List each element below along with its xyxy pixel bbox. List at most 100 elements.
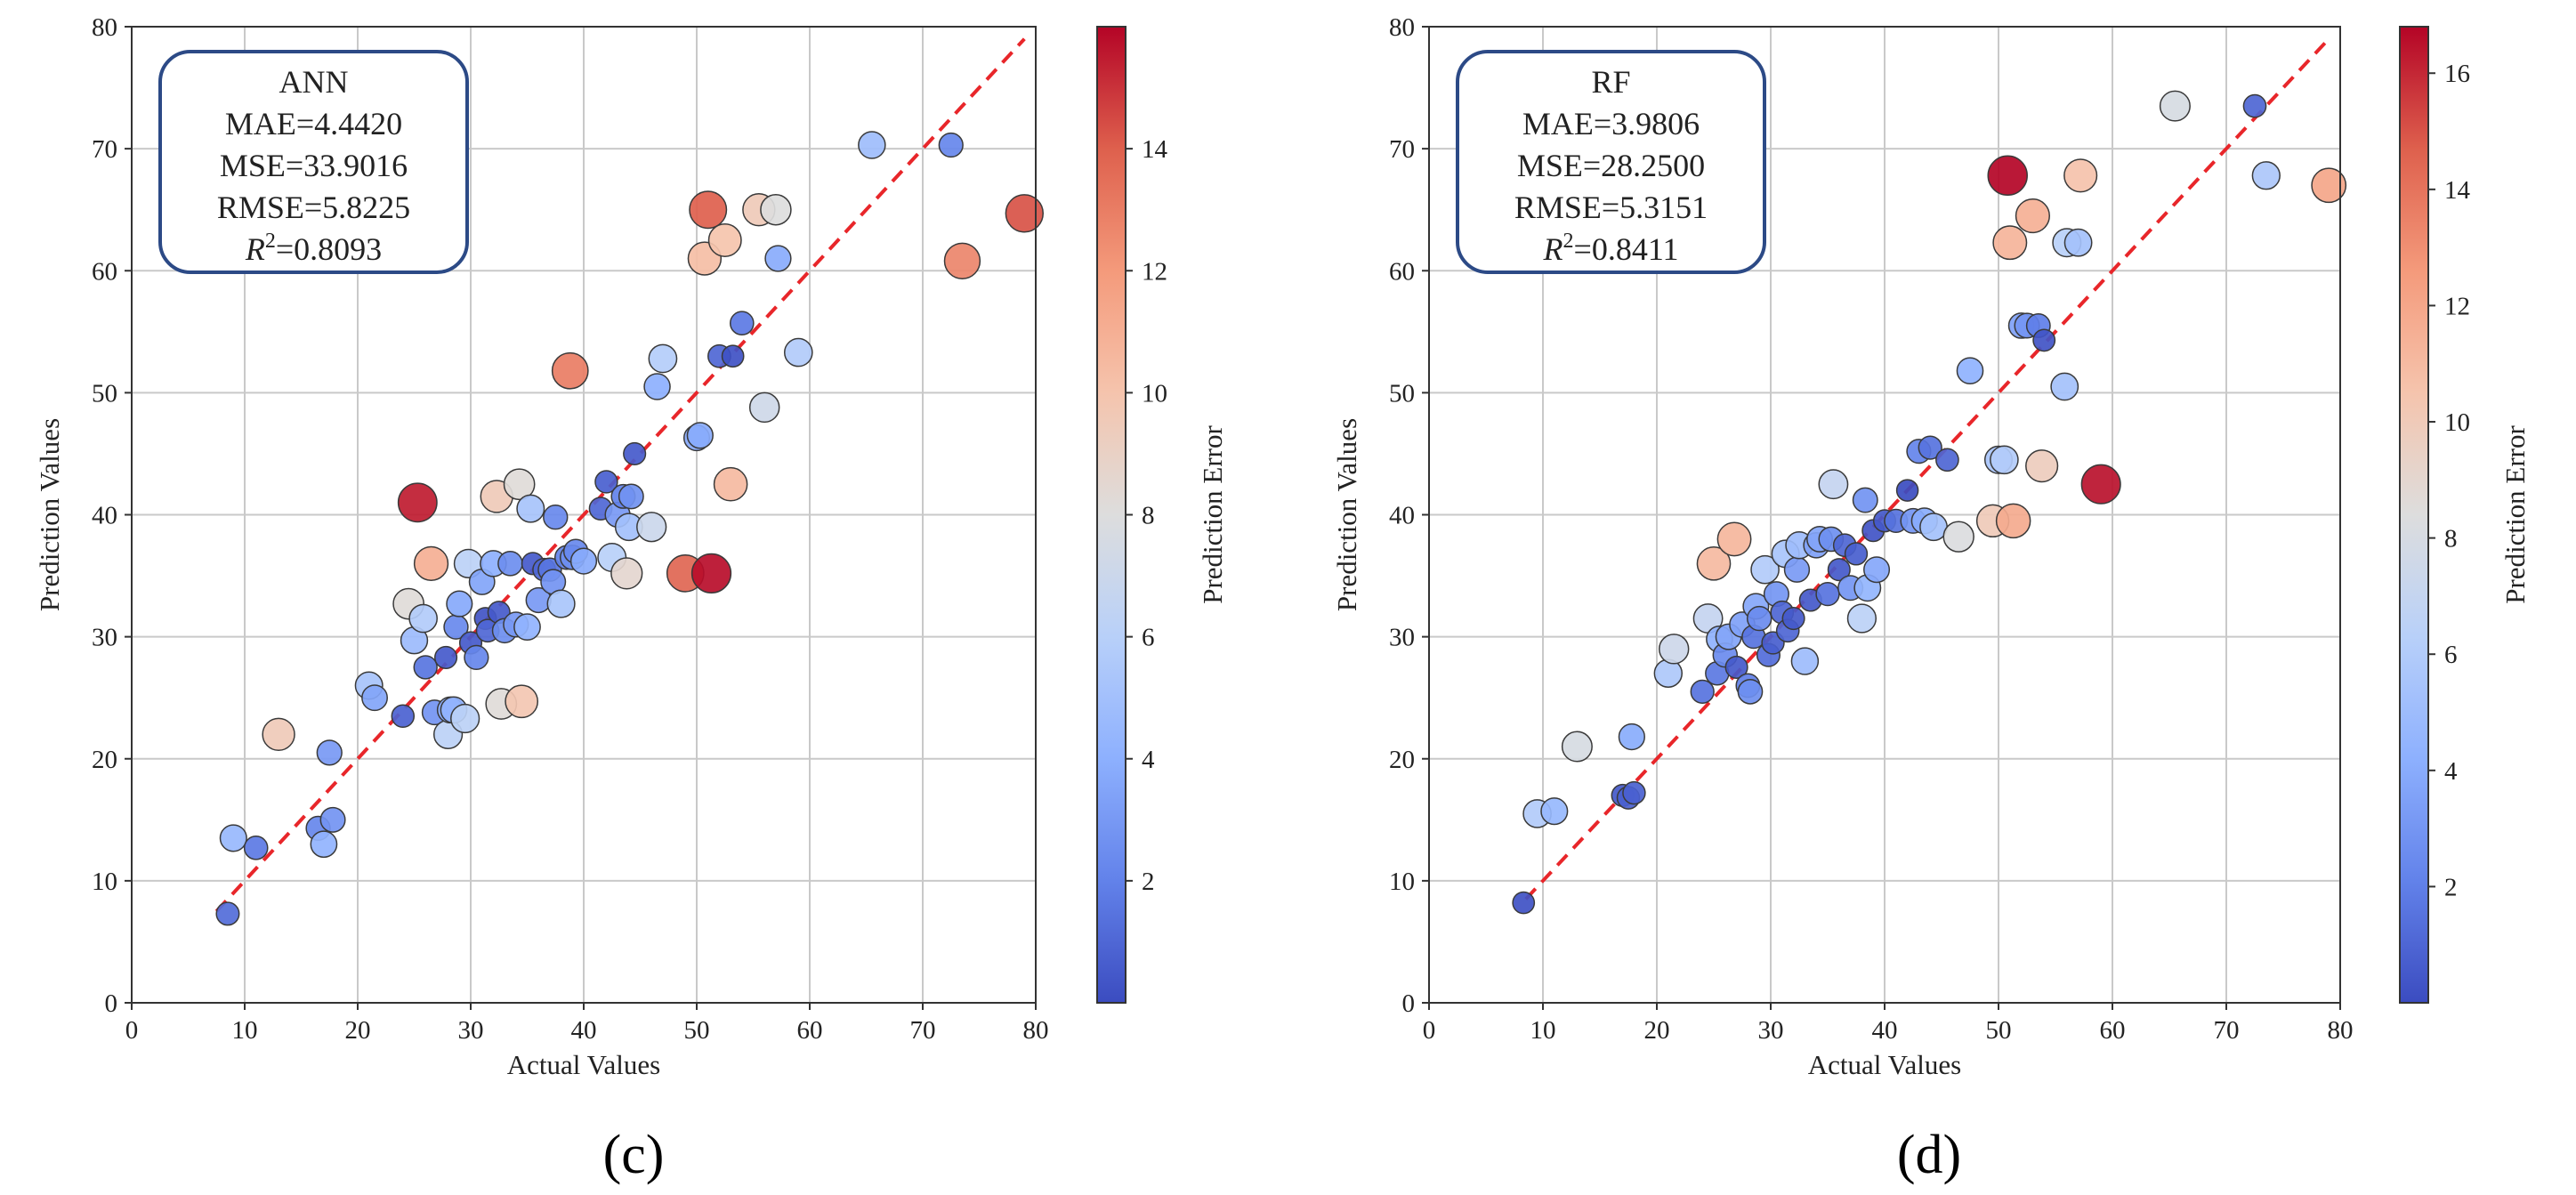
data-point (690, 553, 732, 593)
data-point (2159, 90, 2191, 122)
data-point (858, 131, 886, 159)
reference-line (214, 37, 1026, 913)
data-point (1844, 542, 1869, 566)
data-point (1992, 225, 2028, 261)
data-point (1658, 634, 1690, 665)
data-point (1935, 448, 1959, 472)
y-tick-label: 0 (105, 989, 118, 1018)
data-point (2050, 372, 2079, 401)
colorbar-label: Prediction Error (2499, 425, 2531, 604)
x-axis-label: Actual Values (1808, 1049, 1961, 1080)
data-point (446, 590, 473, 618)
data-point (513, 613, 541, 642)
x-tick-label: 10 (1530, 1016, 1556, 1045)
y-tick-label: 10 (1389, 868, 1415, 896)
data-point (215, 901, 240, 926)
data-point (618, 483, 644, 510)
data-point (1790, 647, 1820, 675)
data-point (464, 644, 489, 671)
y-axis-label: Prediction Values (1331, 418, 1362, 611)
colorbar (2399, 26, 2429, 1004)
data-point (783, 337, 813, 367)
data-point (310, 830, 338, 859)
data-point (1783, 556, 1811, 583)
data-point (319, 806, 346, 833)
data-point (610, 557, 643, 590)
data-point (505, 684, 539, 719)
y-tick-label: 40 (1389, 502, 1415, 530)
data-point (748, 392, 780, 424)
data-point (636, 512, 667, 543)
data-point (2063, 158, 2098, 193)
data-point (1716, 521, 1752, 557)
panel-d: 0 10 20 30 40 50 60 70 80 0 10 20 30 40 50 60 70 80 Actual… (1331, 13, 2531, 1185)
y-tick-label: 30 (1389, 624, 1415, 652)
x-tick-label: 40 (1872, 1016, 1898, 1045)
panel-label: (d) (1897, 1125, 1961, 1185)
data-point (569, 547, 598, 575)
data-point (1995, 503, 2031, 539)
data-point (1863, 556, 1891, 584)
x-tick-label: 50 (684, 1016, 710, 1045)
x-tick-label: 20 (1644, 1016, 1670, 1045)
data-point (1818, 469, 1849, 500)
colorbar-tick-label: 4 (2444, 757, 2458, 786)
stats-line: RF (1591, 64, 1630, 100)
data-point (413, 545, 449, 581)
axes-frame (1428, 26, 2341, 1004)
data-point (2063, 228, 2093, 257)
x-tick-label: 0 (125, 1016, 139, 1045)
stats-line: ANN (279, 64, 349, 100)
y-tick-label: 40 (92, 502, 117, 530)
data-point (938, 132, 964, 158)
data-point (2311, 167, 2347, 204)
plot-area-c: 0 10 20 30 40 50 60 70 80 0 10 20 30 40 50 60 70 80 Actual… (34, 13, 1228, 1185)
data-point (1618, 723, 1645, 751)
data-point (1846, 603, 1877, 634)
colorbar-tick-label: 2 (1142, 868, 1155, 896)
stats-line: MAE=3.9806 (1522, 106, 1700, 141)
y-tick-label: 10 (92, 868, 117, 896)
data-point (2242, 93, 2267, 118)
data-point (1746, 605, 1773, 632)
x-tick-label: 20 (345, 1016, 371, 1045)
x-tick-label: 50 (1986, 1016, 2012, 1045)
data-point (497, 551, 523, 577)
data-point (391, 704, 416, 729)
data-point (316, 739, 343, 766)
data-point (1696, 546, 1732, 581)
data-point (243, 836, 269, 860)
data-point (1987, 155, 2028, 197)
y-tick-label: 70 (1389, 135, 1415, 164)
x-tick-label: 0 (1423, 1016, 1436, 1045)
colorbar-tick-label: 2 (2444, 873, 2458, 901)
stats-box (158, 50, 469, 274)
colorbar-tick-label: 8 (1142, 502, 1155, 530)
data-point (1724, 655, 1748, 679)
data-point (413, 655, 438, 680)
stats-r2-line: R2=0.8093 (245, 230, 382, 267)
x-tick-label: 80 (2328, 1016, 2354, 1045)
data-point (623, 441, 647, 465)
y-tick-label: 30 (92, 624, 117, 652)
data-point (764, 245, 792, 272)
data-point (648, 343, 678, 374)
data-point (433, 645, 458, 669)
data-point (1895, 479, 1919, 502)
panel-c: 0 10 20 30 40 50 60 70 80 0 10 20 30 40 50 60 70 80 Actual… (34, 13, 1228, 1185)
data-point (1737, 678, 1764, 705)
y-tick-label: 50 (92, 379, 117, 408)
x-axis-label: Actual Values (507, 1049, 660, 1080)
y-tick-label: 70 (92, 135, 117, 164)
data-point (408, 603, 438, 634)
data-point (707, 222, 742, 257)
data-point (1956, 357, 1984, 385)
colorbar-tick-label: 10 (2444, 408, 2470, 437)
stats-line: RMSE=5.3151 (1514, 190, 1708, 225)
r2-value: =0.8411 (1574, 231, 1679, 267)
y-tick-label: 0 (1402, 989, 1416, 1018)
data-point (1622, 780, 1646, 805)
x-tick-label: 70 (2214, 1016, 2240, 1045)
data-point (1918, 435, 1942, 460)
